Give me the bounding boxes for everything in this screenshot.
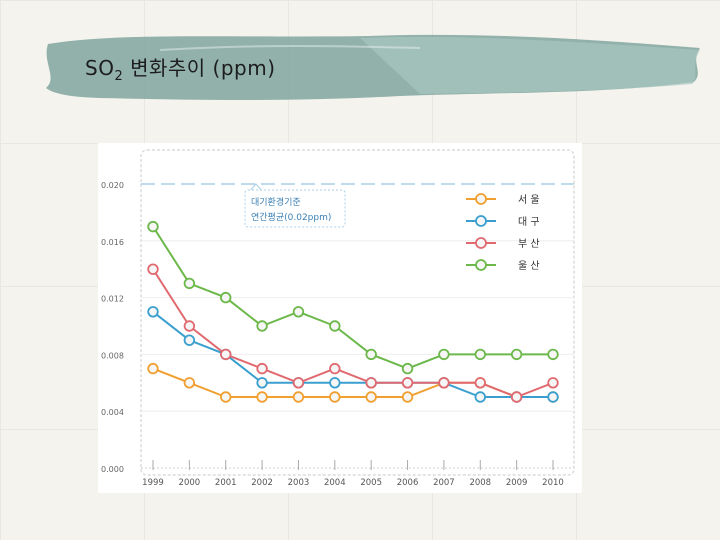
data-point-seoul xyxy=(220,391,232,403)
legend-label-ulsan: 울 산 xyxy=(518,260,540,272)
x-tick-label: 2005 xyxy=(360,478,382,488)
annotation-label-line2: 연간평균(0.02ppm) xyxy=(251,212,331,223)
series-line-busan xyxy=(152,268,554,398)
title-brush-band xyxy=(46,34,700,101)
data-point-seoul xyxy=(292,391,305,403)
x-tick-label: 2009 xyxy=(506,478,528,488)
data-point-ulsan xyxy=(147,220,159,233)
series-line-daegu xyxy=(152,311,553,398)
y-tick-label: 0.016 xyxy=(101,238,124,247)
y-tick-label: 0.004 xyxy=(101,408,124,417)
data-point-ulsan xyxy=(292,306,305,318)
data-point-ulsan xyxy=(365,348,377,361)
x-tick-label: 2007 xyxy=(433,478,455,488)
data-point-ulsan xyxy=(256,320,268,332)
y-tick-label: 0.020 xyxy=(101,181,124,190)
data-point-seoul xyxy=(256,391,268,403)
title-rest: 변화추이 (ppm) xyxy=(123,56,276,80)
data-point-seoul xyxy=(147,362,159,375)
data-point-seoul xyxy=(183,377,196,389)
data-point-busan xyxy=(401,377,414,389)
data-point-ulsan xyxy=(329,320,341,332)
series-layer xyxy=(147,220,559,403)
data-point-busan xyxy=(183,320,196,332)
data-point-daegu xyxy=(183,334,196,346)
grid-layer xyxy=(141,240,574,412)
data-point-daegu xyxy=(147,306,159,318)
data-point-daegu xyxy=(329,377,341,389)
plot-frame xyxy=(140,149,575,476)
data-point-ulsan xyxy=(474,348,486,361)
annotation-box xyxy=(244,189,346,228)
legend-marker-busan xyxy=(475,237,487,249)
data-point-busan xyxy=(292,377,305,389)
x-tick-label: 1999 xyxy=(142,478,164,488)
data-point-daegu xyxy=(474,391,486,403)
x-tick-label: 2002 xyxy=(251,478,273,488)
data-point-ulsan xyxy=(438,348,450,361)
x-tick-label: 2001 xyxy=(215,478,237,488)
data-point-ulsan xyxy=(220,291,232,304)
data-point-busan xyxy=(438,377,450,389)
legend-label-busan: 부 산 xyxy=(518,238,540,250)
annotation-label-line1: 대기환경기준 xyxy=(251,196,301,208)
x-tick-label: 2000 xyxy=(179,478,201,488)
title-main: SO xyxy=(85,56,115,80)
data-point-ulsan xyxy=(510,348,523,361)
y-tick-label: 0.012 xyxy=(101,295,124,304)
data-point-seoul xyxy=(329,391,341,403)
x-tick-label: 2003 xyxy=(288,478,310,488)
data-point-busan xyxy=(365,377,377,389)
data-point-seoul xyxy=(365,391,377,403)
legend-layer: 서 울대 구부 산울 산 xyxy=(466,193,540,272)
legend-label-seoul: 서 울 xyxy=(518,194,540,206)
data-point-busan xyxy=(220,348,232,361)
x-tick-label: 2010 xyxy=(542,478,564,488)
data-point-daegu xyxy=(547,391,559,403)
y-tick-label: 0.000 xyxy=(101,465,124,474)
annotation-pointer xyxy=(249,183,263,192)
data-point-busan xyxy=(329,362,341,375)
axis-layer: 0.000 0.004 0.008 0.012 0.016 0.020 1999 2000 20… xyxy=(101,181,574,488)
slide-title: SO2 변화추이 (ppm) xyxy=(85,52,276,84)
data-point-daegu xyxy=(256,377,268,389)
x-tick-label: 2006 xyxy=(397,478,419,488)
data-point-ulsan xyxy=(401,362,414,375)
legend-marker-daegu xyxy=(475,215,487,227)
series-line-ulsan xyxy=(152,226,553,370)
y-tick-label: 0.008 xyxy=(101,351,124,360)
data-point-busan xyxy=(147,263,159,275)
x-tick-label: 2004 xyxy=(324,478,346,488)
data-point-busan xyxy=(256,362,268,375)
data-point-busan xyxy=(474,377,486,389)
data-point-busan xyxy=(547,377,559,389)
legend-marker-ulsan xyxy=(475,259,487,271)
data-point-ulsan xyxy=(183,277,196,290)
data-point-ulsan xyxy=(547,348,559,361)
data-point-busan xyxy=(510,391,523,403)
legend-marker-seoul xyxy=(475,193,487,205)
data-point-seoul xyxy=(401,391,414,403)
title-subscript: 2 xyxy=(114,69,124,84)
legend-label-daegu: 대 구 xyxy=(518,216,540,228)
x-tick-label: 2008 xyxy=(469,478,491,488)
